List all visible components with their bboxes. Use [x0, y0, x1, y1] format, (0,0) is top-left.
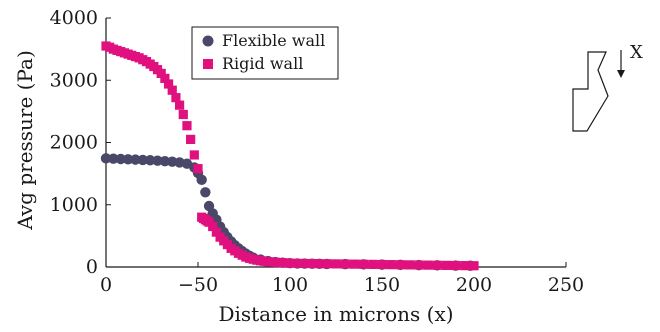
data-point-flexible-wall	[130, 154, 141, 165]
data-point-rigid-wall	[303, 258, 313, 269]
data-point-rigid-wall	[167, 85, 177, 95]
data-point-flexible-wall	[115, 153, 126, 165]
data-point-rigid-wall	[349, 259, 359, 269]
y-tick-label: 1000	[50, 194, 98, 216]
x-axis-ticks: 0 −50 100 150 200 250	[100, 262, 584, 296]
data-point-rigid-wall	[189, 150, 199, 160]
legend-marker-flexible	[202, 35, 214, 47]
data-point-rigid-wall	[368, 259, 378, 269]
x-axis-label: Distance in microns (x)	[218, 302, 453, 326]
data-point-rigid-wall	[313, 259, 323, 269]
x-tick-label: −50	[178, 274, 218, 296]
data-point-rigid-wall	[285, 258, 295, 268]
data-point-rigid-wall	[451, 260, 461, 271]
y-tick-label: 3000	[50, 69, 98, 91]
data-point-rigid-wall	[294, 258, 304, 268]
data-point-rigid-wall	[340, 259, 350, 269]
data-point-flexible-wall	[144, 155, 156, 166]
data-point-rigid-wall	[432, 260, 442, 270]
data-point-rigid-wall	[331, 259, 341, 269]
data-point-flexible-wall	[152, 155, 163, 166]
data-point-rigid-wall	[386, 260, 396, 270]
data-point-rigid-wall	[163, 79, 174, 89]
series-flexible-wall	[100, 153, 476, 271]
y-tick-label: 4000	[50, 7, 98, 29]
data-point-rigid-wall	[175, 100, 185, 110]
data-point-rigid-wall	[423, 260, 433, 270]
data-point-rigid-wall	[193, 164, 203, 174]
data-point-rigid-wall	[322, 259, 332, 269]
x-tick-label: 100	[272, 274, 308, 296]
data-point-rigid-wall	[182, 121, 192, 131]
data-point-rigid-wall	[156, 68, 166, 79]
data-point-rigid-wall	[405, 260, 415, 270]
data-point-rigid-wall	[441, 260, 451, 270]
x-tick-label: 0	[100, 274, 112, 296]
direction-arrow-icon	[617, 70, 625, 78]
data-point-flexible-wall	[137, 154, 148, 166]
legend-box	[191, 26, 339, 80]
legend-label-flexible: Flexible wall	[222, 31, 325, 50]
direction-label: X	[630, 42, 643, 63]
data-point-rigid-wall	[211, 227, 221, 237]
data-point-rigid-wall	[377, 259, 387, 270]
plot-series	[100, 41, 479, 271]
data-point-rigid-wall	[469, 261, 479, 271]
data-point-rigid-wall	[359, 259, 369, 269]
data-point-rigid-wall	[186, 134, 196, 144]
legend-marker-rigid	[203, 59, 213, 69]
data-point-flexible-wall	[200, 187, 211, 198]
x-axis-label-text: Distance in microns (x)	[218, 302, 453, 326]
data-point-rigid-wall	[160, 73, 170, 83]
x-tick-label: 200	[456, 274, 492, 296]
data-point-rigid-wall	[178, 109, 188, 120]
x-tick-label: 250	[548, 274, 584, 296]
data-point-rigid-wall	[460, 261, 470, 271]
y-axis-label-text: Avg pressure (Pa)	[13, 50, 37, 231]
data-point-rigid-wall	[208, 221, 218, 232]
data-point-rigid-wall	[414, 260, 424, 270]
data-point-flexible-wall	[100, 153, 112, 164]
channel-diagram-icon: X	[572, 42, 643, 132]
data-point-flexible-wall	[108, 153, 119, 164]
channel-outline-icon	[572, 51, 609, 132]
y-tick-label: 0	[86, 256, 98, 278]
data-point-flexible-wall	[196, 174, 207, 186]
y-axis-ticks: 0 1000 2000 3000 4000	[50, 7, 111, 278]
data-point-flexible-wall	[159, 155, 171, 167]
legend-label-rigid: Rigid wall	[222, 54, 303, 73]
data-point-rigid-wall	[171, 93, 181, 103]
legend: Flexible wall Rigid wall	[191, 26, 339, 80]
y-axis-label: Avg pressure (Pa)	[13, 50, 37, 231]
data-point-rigid-wall	[395, 260, 405, 270]
series-rigid-wall	[101, 41, 479, 271]
data-point-flexible-wall	[122, 154, 134, 165]
y-tick-label: 2000	[50, 132, 98, 154]
x-tick-label: 150	[364, 274, 400, 296]
